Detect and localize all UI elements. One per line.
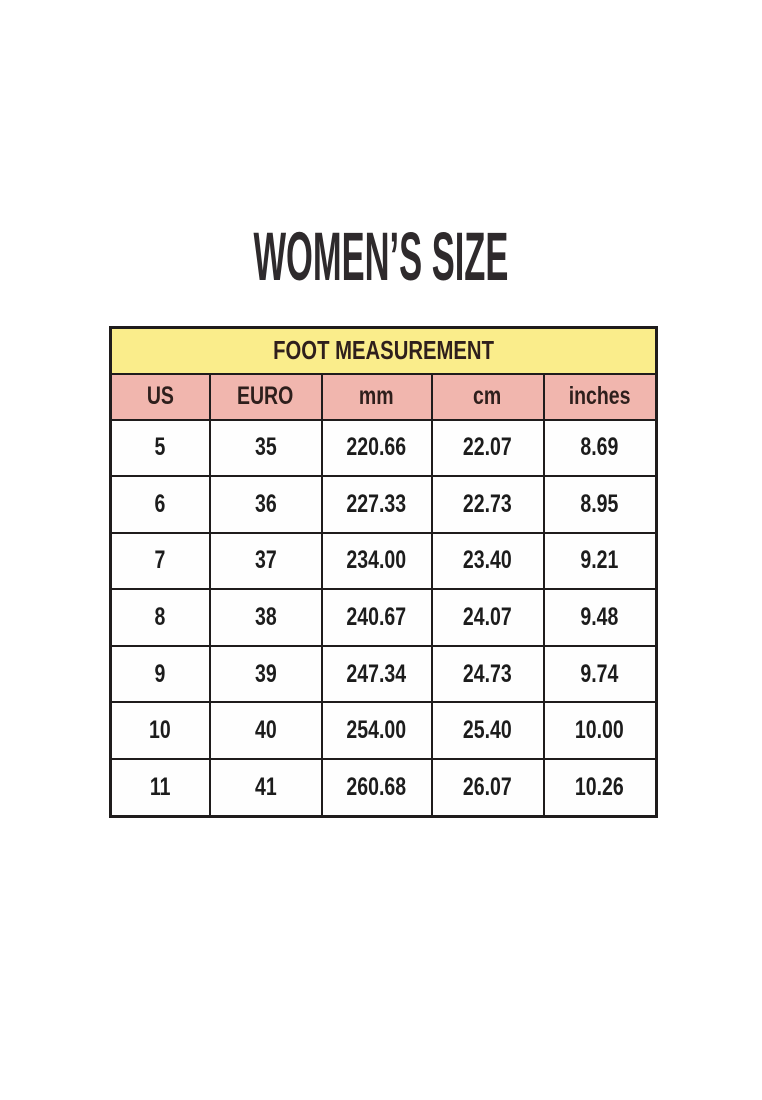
table-cell-value: 220.66 (346, 433, 407, 462)
table-cell: 26.07 (430, 757, 545, 818)
table-cell: 22.07 (430, 418, 545, 478)
table-row: 5 35 220.66 22.07 8.69 (109, 418, 658, 478)
table-cell-value: 25.40 (463, 716, 512, 745)
table-cell: 40 (208, 701, 323, 760)
table-cell: 24.73 (430, 644, 545, 704)
table-cell: 9.21 (542, 531, 658, 591)
table-cell: 35 (208, 418, 323, 478)
table-cell-value: 9 (154, 659, 166, 688)
table-cell: 24.07 (430, 588, 545, 647)
table-cell: 8.69 (542, 418, 658, 478)
table-cell-value: 22.07 (463, 433, 512, 462)
column-header-us: US (109, 372, 211, 421)
table-cell: 10 (109, 701, 211, 760)
table-cell-value: 9.48 (580, 603, 619, 632)
table-cell-value: 7 (154, 546, 166, 575)
table-cell: 220.66 (320, 418, 433, 478)
column-header-inches: inches (542, 372, 658, 421)
size-chart-table: FOOT MEASUREMENT US EURO mm cm inches 5 3… (109, 326, 659, 818)
table-cell-value: 24.07 (463, 603, 512, 632)
column-header-euro: EURO (208, 372, 323, 421)
table-cell: 36 (208, 475, 323, 534)
table-cell-value: 10.00 (575, 716, 625, 745)
column-header-euro-label: EURO (237, 382, 294, 410)
table-cell-value: 24.73 (463, 659, 512, 688)
table-cell-value: 36 (254, 489, 277, 518)
table-row: 8 38 240.67 24.07 9.48 (109, 588, 658, 647)
page-title-text: WOMEN’S SIZE (253, 218, 509, 295)
table-banner-row: FOOT MEASUREMENT (109, 326, 658, 375)
table-cell: 6 (109, 475, 211, 534)
column-header-cm: cm (430, 372, 545, 421)
table-row: 11 41 260.68 26.07 10.26 (109, 757, 658, 818)
table-cell-value: 247.34 (346, 659, 407, 688)
table-cell-value: 39 (254, 659, 277, 688)
table-cell-value: 26.07 (463, 772, 512, 801)
table-cell-value: 260.68 (346, 772, 407, 801)
table-cell-value: 41 (254, 772, 277, 801)
table-cell: 227.33 (320, 475, 433, 534)
table-cell-value: 38 (254, 603, 277, 632)
table-cell: 240.67 (320, 588, 433, 647)
table-banner-cell: FOOT MEASUREMENT (109, 326, 658, 375)
table-cell: 22.73 (430, 475, 545, 534)
column-header-cm-label: cm (473, 382, 502, 410)
table-cell-value: 5 (154, 433, 166, 462)
table-cell: 234.00 (320, 531, 433, 591)
table-cell-value: 40 (254, 716, 277, 745)
table-cell: 25.40 (430, 701, 545, 760)
table-cell: 39 (208, 644, 323, 704)
table-cell: 8.95 (542, 475, 658, 534)
table-cell: 9 (109, 644, 211, 704)
table-cell: 254.00 (320, 701, 433, 760)
table-cell-value: 22.73 (463, 489, 512, 518)
table-cell-value: 234.00 (346, 546, 407, 575)
column-header-mm-label: mm (359, 382, 394, 410)
table-row: 6 36 227.33 22.73 8.95 (109, 475, 658, 534)
table-row: 9 39 247.34 24.73 9.74 (109, 644, 658, 704)
table-body: 5 35 220.66 22.07 8.69 6 36 227.33 22.73 8.95 7 37 2… (109, 418, 658, 818)
table-cell-value: 8.69 (580, 433, 619, 462)
table-cell-value: 10.26 (575, 772, 625, 801)
table-row: 7 37 234.00 23.40 9.21 (109, 531, 658, 591)
table-cell: 9.48 (542, 588, 658, 647)
table-banner-label: FOOT MEASUREMENT (273, 335, 494, 366)
table-cell-value: 240.67 (346, 603, 407, 632)
table-cell-value: 227.33 (346, 489, 407, 518)
table-cell: 23.40 (430, 531, 545, 591)
table-cell-value: 10 (149, 716, 172, 745)
table-cell: 10.00 (542, 701, 658, 760)
table-cell-value: 254.00 (346, 716, 407, 745)
table-cell-value: 35 (254, 433, 277, 462)
table-cell: 247.34 (320, 644, 433, 704)
table-cell-value: 8.95 (580, 489, 619, 518)
table-cell-value: 6 (154, 489, 166, 518)
table-cell-value: 9.74 (580, 659, 619, 688)
table-cell-value: 37 (254, 546, 277, 575)
table-cell: 38 (208, 588, 323, 647)
table-cell: 41 (208, 757, 323, 818)
table-cell-value: 23.40 (463, 546, 512, 575)
table-cell: 7 (109, 531, 211, 591)
table-cell: 11 (109, 757, 211, 818)
table-cell: 37 (208, 531, 323, 591)
table-row: 10 40 254.00 25.40 10.00 (109, 701, 658, 760)
page-title: WOMEN’S SIZE (0, 222, 762, 291)
column-header-mm: mm (320, 372, 433, 421)
table-cell-value: 8 (154, 603, 166, 632)
table-cell: 10.26 (542, 757, 658, 818)
column-header-row: US EURO mm cm inches (109, 372, 658, 421)
table-cell-value: 9.21 (580, 546, 619, 575)
table-cell: 8 (109, 588, 211, 647)
table-cell-value: 11 (149, 772, 171, 801)
table-cell: 9.74 (542, 644, 658, 704)
column-header-us-label: US (146, 382, 174, 410)
table-cell: 260.68 (320, 757, 433, 818)
column-header-inches-label: inches (568, 382, 631, 410)
table-cell: 5 (109, 418, 211, 478)
